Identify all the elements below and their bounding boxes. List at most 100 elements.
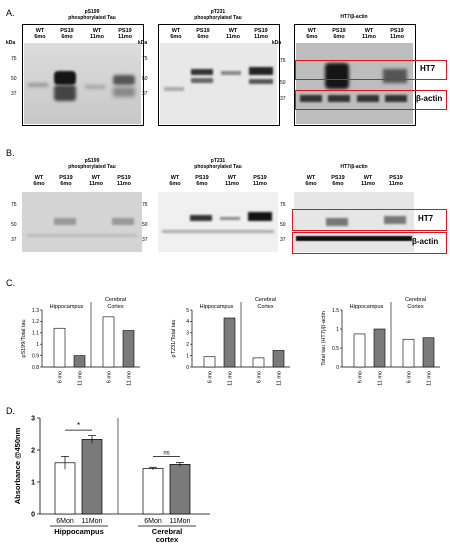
lane-group: WT (35, 28, 45, 34)
y-tick-label: 3 (31, 416, 35, 423)
lane-group: PS19 (118, 28, 132, 34)
group-label-hippocampus: Hippocampus (54, 527, 104, 536)
group-label-cortex-line2: Cortex (407, 304, 423, 310)
y-tick-label: 1 (31, 480, 35, 487)
bar-chart-ps199: 0.8 0.9 1 1.1 1.2 1.3 pS199/Total tau Hippocamp… (21, 297, 140, 386)
group-label-hippocampus: Hippocampus (50, 304, 84, 310)
western-blot-ps199-a: WT 6mo PS19 6mo WT 11mo PS19 11mo (22, 24, 144, 126)
y-tick-label: 0.9 (32, 353, 39, 359)
y-tick-label: 3 (186, 331, 189, 337)
bar (422, 337, 435, 368)
marker-37: 37 (11, 91, 17, 97)
bar (54, 462, 76, 515)
bar-chart-pt231: 0 1 2 3 4 5 pT231/Total tau Hippocampus Cerebral… (171, 297, 290, 386)
marker-75: 75 (11, 56, 17, 62)
lane-age: 11mo (224, 181, 240, 187)
marker-37: 37 (11, 237, 17, 243)
lane-age: 6mo (61, 34, 73, 40)
panel-label-a: A. (6, 8, 15, 18)
y-tick-label: 0.8 (32, 365, 39, 371)
x-tick-label: 6Mon (144, 518, 162, 525)
y-tick-label: 1.2 (32, 319, 39, 325)
x-tick-label: 6 mo (358, 371, 364, 383)
lane-group: WT (227, 175, 237, 181)
lane-age: 6mo (33, 181, 45, 187)
marker-75: 75 (142, 202, 148, 208)
y-axis-label: Total tau (HT7)/β-actin (321, 311, 327, 366)
group-label-hippocampus: Hippocampus (350, 304, 384, 310)
group-label-cortex-line1: Cerebral (255, 297, 276, 303)
y-tick-label: 1 (336, 327, 339, 333)
marker-75: 75 (11, 202, 17, 208)
lane-age: 11mo (360, 181, 376, 187)
bar (223, 317, 236, 368)
y-axis-label: Absorbance @450nm (13, 427, 22, 504)
x-tick-label: 6 mo (58, 371, 64, 383)
band-label-actin-a: β-actin (416, 94, 443, 103)
bar (169, 464, 191, 515)
bar (122, 330, 135, 368)
lane-group: WT (92, 28, 102, 34)
y-tick-label: 2 (31, 448, 35, 455)
lane-age: 6mo (60, 181, 72, 187)
western-blot-pt231-a: WT 6mo PS19 6mo WT 11mo PS19 11mo (158, 24, 280, 126)
bar (102, 316, 115, 368)
group-label-hippocampus: Hippocampus (200, 304, 234, 310)
lane-age: 6mo (34, 34, 46, 40)
lane-age: 11mo (89, 34, 105, 40)
bar (272, 350, 285, 368)
significance-marker: ns (163, 450, 169, 456)
band-label-ht7-a: HT7 (420, 64, 436, 73)
western-blot-pt231-b: WT 6mo PS19 6mo WT 11mo PS19 11mo (158, 172, 278, 252)
bar (142, 468, 164, 515)
marker-75: 75 (142, 56, 148, 62)
blot-title-pt231-b-line1: pT231 (210, 158, 226, 164)
lane-group: PS19 (195, 175, 209, 181)
lane-age: 11mo (117, 34, 133, 40)
y-axis-label: pT231/Total tau (171, 320, 177, 358)
lane-group: WT (363, 175, 373, 181)
lane-group: PS19 (196, 28, 210, 34)
lane-age: 11mo (252, 181, 268, 187)
western-blot-ps199-b: WT 6mo PS19 6mo WT 11mo PS19 11mo (22, 172, 142, 252)
lane-group: PS19 (254, 28, 268, 34)
x-tick-label: 11 mo (78, 371, 84, 386)
marker-37: 37 (142, 91, 148, 97)
lane-age: 11mo (253, 34, 269, 40)
lane-age: 6mo (332, 181, 344, 187)
blot-title-ps199-line2: phosphorylated Tau (68, 15, 116, 21)
bar (203, 356, 216, 368)
group-label-cortex-line1: Cerebral (152, 527, 182, 536)
lane-group: WT (307, 28, 317, 34)
bar (252, 357, 265, 368)
marker-50: 50 (280, 222, 286, 228)
blot-title-pt231-line1: pT231 (210, 9, 226, 15)
x-tick-label: 11 mo (427, 371, 433, 386)
band-label-ht7-b: HT7 (418, 214, 434, 223)
blot-title-pt231-b-line2: phosphorylated Tau (194, 164, 242, 170)
lane-group: PS19 (59, 175, 73, 181)
lane-age: 11mo (116, 181, 132, 187)
blot-title-ps199-line1: pS199 (84, 9, 100, 15)
significance-marker: * (77, 421, 80, 430)
marker-50: 50 (11, 76, 17, 82)
kda-label: kDa (272, 40, 282, 46)
bar (81, 439, 103, 515)
y-tick-label: 0 (336, 365, 339, 371)
panel-label-d: D. (6, 406, 15, 416)
lane-age: 6mo (333, 34, 345, 40)
bar (402, 338, 415, 368)
lane-group: WT (171, 28, 181, 34)
bar (73, 355, 86, 368)
x-tick-label: 11 mo (378, 371, 384, 386)
bar (373, 328, 386, 368)
group-label-cortex-line2: Cortex (107, 304, 123, 310)
y-tick-label: 0.5 (332, 346, 339, 352)
y-tick-label: 4 (186, 319, 189, 325)
x-tick-label: 11 mo (127, 371, 133, 386)
group-label-cortex-line2: cortex (156, 535, 179, 544)
y-tick-label: 1 (36, 342, 39, 348)
x-tick-label: 6 mo (257, 371, 263, 383)
group-label-cortex-line1: Cerebral (405, 297, 426, 303)
y-tick-label: 0 (186, 365, 189, 371)
